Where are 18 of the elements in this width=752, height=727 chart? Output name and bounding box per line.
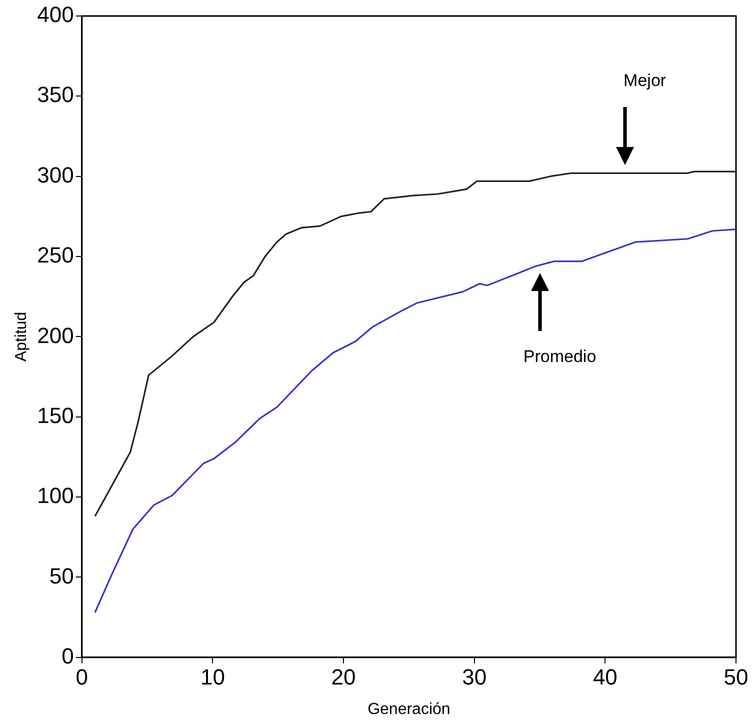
y-tick-label: 200 [37,322,74,348]
y-tick-label: 100 [37,483,74,508]
y-tick-label: 50 [49,563,74,588]
x-tick-label: 40 [592,664,618,690]
y-tick-label: 400 [37,2,74,28]
x-tick-label: 30 [462,664,487,690]
x-tick-label: 10 [200,664,225,690]
y-tick-label: 350 [37,82,74,108]
annotation: Mejor [624,70,666,90]
y-tick-label: 300 [37,162,74,188]
x-axis-title: Generación [368,700,450,718]
y-tick-label: 250 [37,242,74,268]
x-tick-label: 50 [724,664,748,690]
x-tick-label: 20 [331,664,356,690]
annotation: Promedio [523,346,596,366]
y-tick-label: 0 [62,643,74,668]
y-tick-label: 150 [37,402,74,428]
y-axis-title: Aptitud [13,312,30,362]
